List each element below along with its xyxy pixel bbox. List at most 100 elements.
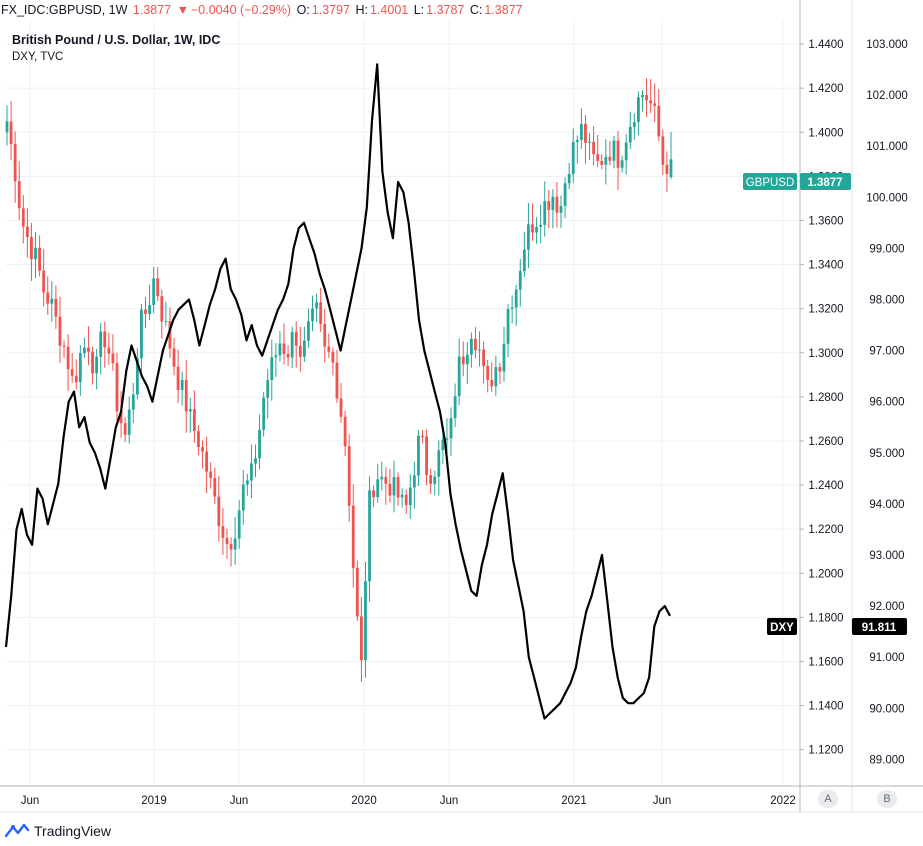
dxy-tick-label: 90.000 bbox=[869, 703, 904, 715]
candle-body bbox=[115, 363, 119, 412]
candle-body bbox=[127, 409, 131, 435]
time-tick-label: 2022 bbox=[770, 795, 796, 807]
price-tick-label: 1.1600 bbox=[808, 656, 843, 668]
candle-body bbox=[657, 105, 661, 137]
candle-body bbox=[624, 142, 628, 161]
candle-body bbox=[54, 298, 58, 317]
candle-body bbox=[547, 201, 551, 210]
price-tick-label: 1.1800 bbox=[808, 612, 843, 624]
scale-a-button[interactable]: A bbox=[818, 790, 838, 808]
candle-body bbox=[290, 331, 294, 358]
dxy-badge-value: 91.811 bbox=[862, 622, 897, 634]
candle-body bbox=[278, 343, 282, 356]
time-tick-label: Jun bbox=[230, 795, 249, 807]
candle-body bbox=[91, 351, 94, 374]
symbol-name[interactable]: FX_IDC:GBPUSD, 1W bbox=[1, 3, 128, 17]
high-label: H: bbox=[355, 3, 368, 17]
candle-body bbox=[465, 354, 469, 365]
dxy-tick-label: 95.000 bbox=[869, 448, 904, 460]
candle-body bbox=[237, 510, 241, 539]
candle-body bbox=[9, 121, 13, 144]
candle-body bbox=[604, 156, 608, 165]
candle-body bbox=[262, 397, 266, 430]
low-label: L: bbox=[413, 3, 425, 17]
candle-body bbox=[400, 494, 404, 498]
candle-body bbox=[21, 208, 25, 227]
candle-body bbox=[176, 366, 180, 391]
gbpusd-badge-label-bg bbox=[743, 173, 797, 190]
candle-body bbox=[376, 479, 380, 498]
low-value: 1.3787 bbox=[426, 3, 465, 17]
axes: 1.44001.42001.40001.38001.36001.34001.32… bbox=[0, 0, 923, 813]
candle-body bbox=[221, 526, 225, 538]
candle-body bbox=[123, 423, 127, 435]
candle-body bbox=[50, 298, 54, 304]
price-tick-label: 1.3200 bbox=[808, 304, 843, 316]
candle-body bbox=[461, 356, 465, 365]
time-tick-label: 2021 bbox=[561, 795, 587, 807]
time-tick-label: 2019 bbox=[141, 795, 167, 807]
candle-body bbox=[518, 271, 522, 290]
price-tick-label: 1.1200 bbox=[808, 745, 843, 757]
candle-body bbox=[360, 616, 363, 661]
open-label: O: bbox=[296, 3, 310, 17]
candle-body bbox=[74, 375, 78, 383]
candle-body bbox=[482, 349, 486, 367]
dxy-tick-label: 98.000 bbox=[869, 295, 904, 307]
candle-body bbox=[38, 247, 41, 271]
candle-body bbox=[302, 340, 306, 357]
legend-main-series[interactable]: British Pound / U.S. Dollar, 1W, IDC bbox=[12, 33, 220, 47]
candle-body bbox=[144, 309, 147, 315]
candle-body bbox=[307, 321, 310, 341]
candle-body bbox=[103, 331, 107, 348]
candle-body bbox=[535, 226, 538, 233]
candle-body bbox=[99, 331, 103, 357]
tradingview-brand[interactable]: TradingView bbox=[34, 823, 112, 839]
dxy-tick-label: 92.000 bbox=[869, 601, 904, 613]
candle-body bbox=[225, 537, 229, 545]
candle-body bbox=[298, 345, 302, 357]
candle-body bbox=[172, 348, 176, 367]
dxy-badge-label: DXY bbox=[770, 622, 794, 634]
dxy-tick-label: 102.000 bbox=[866, 90, 908, 102]
candle-body bbox=[250, 463, 253, 481]
candle-body bbox=[339, 398, 343, 417]
candle-body bbox=[628, 126, 632, 143]
dxy-tick-label: 96.000 bbox=[869, 397, 904, 409]
legend-overlay-series[interactable]: DXY, TVC bbox=[12, 51, 63, 63]
candle-body bbox=[111, 353, 115, 364]
candle-body bbox=[62, 345, 66, 347]
dxy-tick-label: 103.000 bbox=[866, 39, 908, 51]
change-arrow-icon: ▼ bbox=[176, 3, 189, 17]
candle-body bbox=[478, 349, 481, 351]
candle-body bbox=[433, 476, 437, 484]
candle-body bbox=[351, 505, 355, 568]
candle-body bbox=[254, 458, 257, 464]
tradingview-logo-icon[interactable] bbox=[4, 822, 30, 840]
candle-body bbox=[34, 247, 37, 260]
price-tick-label: 1.3000 bbox=[808, 348, 843, 360]
candle-body bbox=[323, 323, 327, 347]
gbpusd-badge-label: GBPUSD bbox=[746, 177, 795, 189]
candle-body bbox=[258, 429, 261, 459]
candle-body bbox=[404, 494, 408, 506]
time-tick-label: Jun bbox=[21, 795, 40, 807]
candle-body bbox=[384, 477, 388, 484]
candle-body bbox=[229, 544, 233, 550]
candle-body bbox=[457, 356, 461, 397]
gbpusd-badge-value-bg bbox=[800, 173, 851, 190]
candle-body bbox=[347, 446, 351, 506]
candle-body bbox=[474, 338, 477, 350]
last-price: 1.3877 bbox=[132, 3, 172, 17]
candle-body bbox=[107, 347, 111, 354]
candle-body bbox=[421, 435, 424, 437]
candle-body bbox=[380, 477, 384, 480]
scale-b-button[interactable]: B bbox=[877, 790, 897, 808]
candle-body bbox=[449, 418, 453, 439]
candle-body bbox=[355, 567, 359, 617]
candle-body bbox=[445, 438, 449, 440]
candle-body bbox=[437, 450, 441, 477]
gbpusd-badge-value: 1.3877 bbox=[807, 177, 842, 189]
candle-body bbox=[282, 343, 286, 354]
